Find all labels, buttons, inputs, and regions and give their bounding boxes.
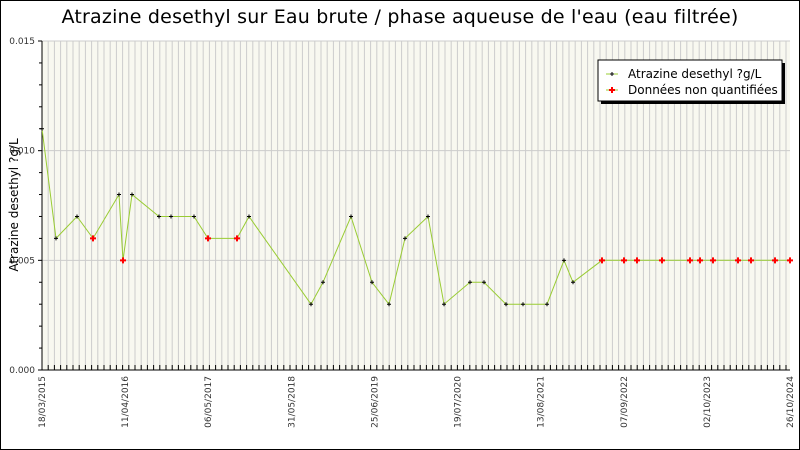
x-tick-label: 19/07/2020	[454, 376, 464, 428]
data-point	[482, 280, 486, 285]
x-tick-label: 26/10/2024	[786, 376, 796, 428]
data-point	[468, 280, 472, 285]
non-quantified-point	[234, 235, 240, 242]
axes	[41, 41, 790, 371]
data-point	[545, 302, 549, 307]
legend-label-quantified: Atrazine desethyl ?g/L	[628, 67, 762, 81]
non-quantified-point	[120, 257, 126, 264]
data-point	[571, 280, 575, 285]
non-quantified-point	[90, 235, 96, 242]
data-point	[387, 302, 391, 307]
y-tick-label: 0.010	[9, 147, 35, 157]
data-point	[403, 236, 407, 241]
data-point	[562, 258, 566, 263]
data-point	[349, 214, 353, 219]
y-tick-label: 0.015	[9, 37, 35, 47]
data-point	[521, 302, 525, 307]
data-point	[426, 214, 430, 219]
x-tick-label: 31/05/2018	[287, 376, 297, 428]
non-quantified-point	[748, 257, 754, 264]
chart-title: Atrazine desethyl sur Eau brute / phase …	[61, 6, 739, 28]
data-point	[504, 302, 508, 307]
data-point	[192, 214, 196, 219]
data-point	[157, 214, 161, 219]
x-tick-label: 13/08/2021	[537, 376, 547, 428]
non-quantified-point	[599, 257, 605, 264]
x-axis-ticks: 18/03/2015 11/04/2016 06/05/2017 31/05/2018…	[38, 365, 796, 428]
y-tick-label: 0.005	[9, 256, 35, 266]
x-tick-label: 06/05/2017	[204, 376, 214, 428]
red-plus-marker-icon	[609, 87, 615, 93]
non-quantified-point	[205, 235, 211, 242]
data-point	[40, 126, 44, 131]
data-point	[130, 192, 134, 197]
x-tick-label: 18/03/2015	[38, 376, 48, 428]
non-quantified-point	[659, 257, 665, 264]
data-point	[309, 302, 313, 307]
x-tick-label: 25/06/2019	[370, 376, 380, 428]
legend-item-quantified: Atrazine desethyl ?g/L	[606, 67, 762, 81]
data-point	[321, 280, 325, 285]
data-point-markers	[40, 126, 793, 307]
y-axis-label: Atrazine desethyl ?g/L	[7, 138, 21, 272]
data-point	[169, 214, 173, 219]
legend-item-non-quantified: Données non quantifiées	[606, 83, 778, 97]
non-quantified-point	[710, 257, 716, 264]
x-tick-label: 07/09/2022	[620, 376, 630, 428]
y-tick-label: 0.000	[9, 366, 35, 376]
x-tick-label: 11/04/2016	[121, 376, 131, 428]
legend: Atrazine desethyl ?g/L Données non quant…	[597, 59, 785, 104]
data-point	[54, 236, 58, 241]
data-point	[370, 280, 374, 285]
non-quantified-point	[634, 257, 640, 264]
x-tick-label: 02/10/2023	[703, 376, 713, 428]
non-quantified-point	[621, 257, 627, 264]
non-quantified-point	[772, 257, 778, 264]
legend-label-non-quantified: Données non quantifiées	[628, 83, 778, 97]
non-quantified-point	[697, 257, 703, 264]
y-axis-ticks: 0.000 0.005 0.010 0.015	[9, 37, 42, 376]
data-point	[117, 192, 121, 197]
non-quantified-point	[787, 257, 793, 264]
non-quantified-point	[687, 257, 693, 264]
data-point	[442, 302, 446, 307]
data-point	[247, 214, 251, 219]
plus-marker-icon	[610, 72, 614, 76]
non-quantified-point	[735, 257, 741, 264]
data-point	[75, 214, 79, 219]
